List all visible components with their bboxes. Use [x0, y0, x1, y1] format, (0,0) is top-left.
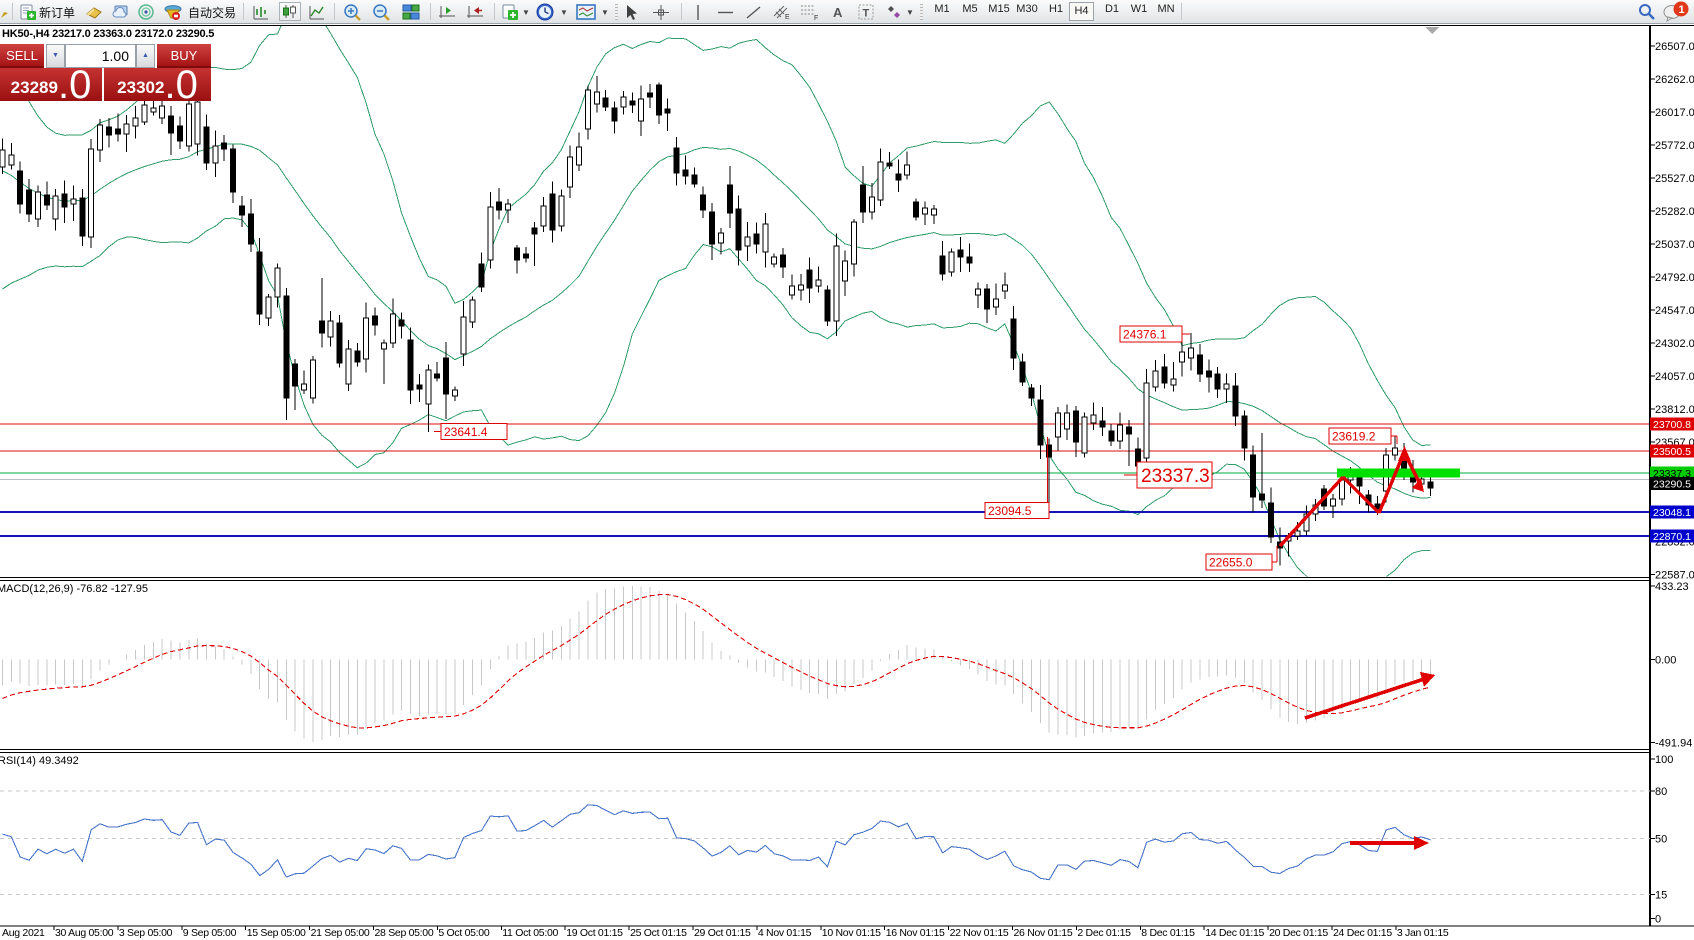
svg-text:23337.3: 23337.3: [1141, 466, 1210, 487]
svg-text:24547.0: 24547.0: [1655, 305, 1694, 317]
svg-text:25527.0: 25527.0: [1655, 173, 1694, 185]
svg-text:24302.0: 24302.0: [1655, 338, 1694, 350]
svg-text:23619.2: 23619.2: [1332, 429, 1376, 443]
svg-text:RSI(14) 49.3492: RSI(14) 49.3492: [0, 755, 79, 767]
svg-text:15 Sep 05:00: 15 Sep 05:00: [247, 927, 306, 939]
svg-text:HK50-,H4 23217.0 23363.0 2317: HK50-,H4 23217.0 23363.0 23172.0 23290.5: [2, 28, 214, 40]
svg-text:3 Jan 01:15: 3 Jan 01:15: [1397, 927, 1449, 939]
svg-text:24792.0: 24792.0: [1655, 272, 1694, 284]
svg-text:24 Dec 01:15: 24 Dec 01:15: [1333, 927, 1392, 939]
svg-text:5 Oct 05:00: 5 Oct 05:00: [438, 927, 489, 939]
svg-text:22 Nov 01:15: 22 Nov 01:15: [950, 927, 1009, 939]
svg-text:80: 80: [1655, 786, 1667, 798]
svg-text:8 Dec 01:15: 8 Dec 01:15: [1141, 927, 1195, 939]
svg-text:1: 1: [1679, 4, 1685, 16]
svg-text:20 Dec 01:15: 20 Dec 01:15: [1269, 927, 1328, 939]
svg-text:19 Oct 01:15: 19 Oct 01:15: [566, 927, 623, 939]
svg-text:F: F: [814, 15, 818, 21]
svg-text:23700.8: 23700.8: [1653, 419, 1691, 431]
svg-text:23048.1: 23048.1: [1653, 507, 1691, 519]
svg-text:10 Nov 01:15: 10 Nov 01:15: [822, 927, 881, 939]
svg-text:15: 15: [1655, 889, 1667, 901]
svg-text:4 Nov 01:15: 4 Nov 01:15: [758, 927, 812, 939]
svg-text:23290.5: 23290.5: [1653, 478, 1691, 490]
svg-text:26507.0: 26507.0: [1655, 41, 1694, 53]
svg-text:T: T: [863, 7, 870, 19]
svg-text:23094.5: 23094.5: [988, 504, 1032, 518]
svg-text:25282.0: 25282.0: [1655, 206, 1694, 218]
svg-text:50: 50: [1655, 834, 1667, 846]
svg-text:28 Sep 05:00: 28 Sep 05:00: [375, 927, 434, 939]
svg-text:26262.0: 26262.0: [1655, 74, 1694, 86]
svg-text:11 Oct 05:00: 11 Oct 05:00: [502, 927, 558, 939]
svg-text:22870.1: 22870.1: [1653, 531, 1691, 543]
svg-text:22655.0: 22655.0: [1209, 555, 1253, 569]
svg-text:25772.0: 25772.0: [1655, 140, 1694, 152]
svg-text:3 Sep 05:00: 3 Sep 05:00: [119, 927, 173, 939]
svg-text:30 Aug 05:00: 30 Aug 05:00: [55, 927, 114, 939]
svg-text:29 Oct 01:15: 29 Oct 01:15: [694, 927, 751, 939]
svg-text:9 Sep 05:00: 9 Sep 05:00: [183, 927, 237, 939]
svg-text:14 Dec 01:15: 14 Dec 01:15: [1205, 927, 1264, 939]
svg-text:23500.5: 23500.5: [1653, 446, 1691, 458]
svg-text:21 Sep 05:00: 21 Sep 05:00: [311, 927, 370, 939]
svg-text:26 Nov 01:15: 26 Nov 01:15: [1014, 927, 1073, 939]
svg-text:24057.0: 24057.0: [1655, 371, 1694, 383]
svg-text:16 Nov 01:15: 16 Nov 01:15: [886, 927, 945, 939]
svg-text:23812.0: 23812.0: [1655, 404, 1694, 416]
svg-text:Aug 2021: Aug 2021: [2, 927, 45, 939]
svg-text:-491.94: -491.94: [1655, 738, 1692, 750]
svg-text:22587.0: 22587.0: [1655, 569, 1694, 581]
svg-text:MACD(12,26,9) -76.82 -127.95: MACD(12,26,9) -76.82 -127.95: [0, 583, 148, 595]
svg-text:26017.0: 26017.0: [1655, 107, 1694, 119]
svg-text:433.23: 433.23: [1655, 581, 1689, 593]
svg-text:24376.1: 24376.1: [1123, 327, 1167, 341]
svg-text:2 Dec 01:15: 2 Dec 01:15: [1077, 927, 1131, 939]
svg-text:0: 0: [1655, 913, 1661, 925]
svg-text:E: E: [785, 14, 790, 21]
svg-text:25037.0: 25037.0: [1655, 239, 1694, 251]
svg-text:23641.4: 23641.4: [444, 425, 488, 439]
svg-text:25 Oct 01:15: 25 Oct 01:15: [630, 927, 687, 939]
svg-text:100: 100: [1655, 754, 1673, 766]
svg-text:0.00: 0.00: [1655, 655, 1676, 667]
